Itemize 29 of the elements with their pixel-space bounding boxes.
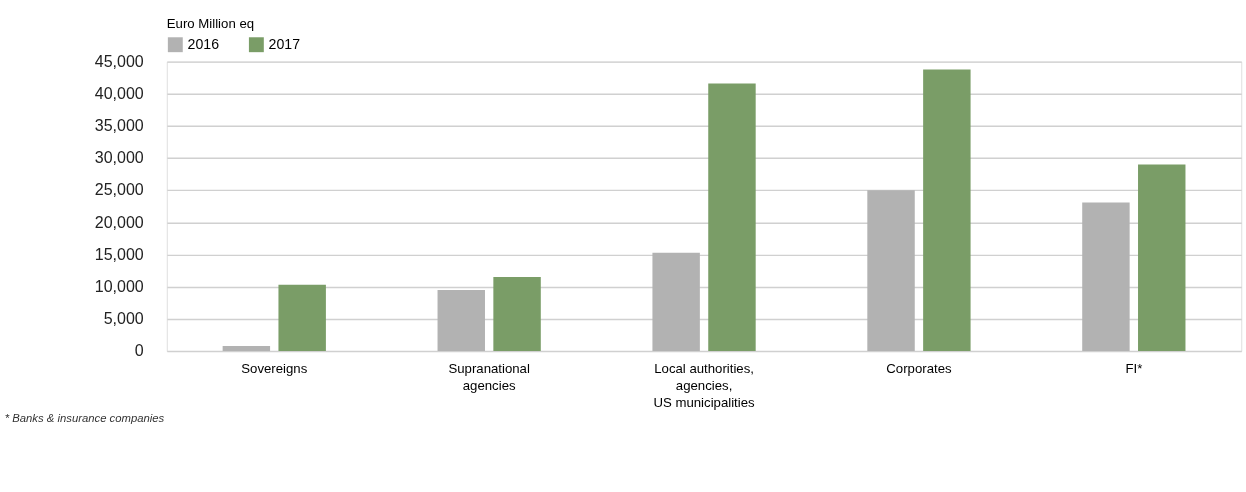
bar [222, 345, 271, 352]
y-tick-label: 25,000 [94, 180, 144, 199]
bar [652, 252, 700, 352]
y-tick-label: 5,000 [103, 309, 144, 328]
y-tick-label: 30,000 [94, 148, 144, 167]
x-tick-label: Supranational agencies [448, 361, 530, 394]
bar [437, 289, 485, 352]
y-tick-label: 35,000 [94, 116, 144, 135]
x-tick-label: FI* [1125, 361, 1143, 377]
x-tick-label: Corporates [886, 361, 952, 377]
y-tick-label: 15,000 [94, 244, 144, 263]
y-tick-label: 20,000 [94, 212, 144, 231]
bar [923, 69, 971, 352]
y-tick-label: 0 [134, 341, 144, 360]
y-tick-label: 45,000 [94, 51, 144, 70]
legend-title: Euro Million eq [166, 15, 255, 31]
y-tick-label: 40,000 [94, 84, 144, 103]
bar [1082, 202, 1130, 352]
x-tick-label: Local authorities, agencies, US municipalities [653, 361, 756, 411]
text: * Banks & insurance companies [4, 411, 165, 424]
bar [493, 277, 541, 352]
bar [278, 284, 326, 352]
bar [1138, 164, 1186, 352]
y-tick-label: 10,000 [94, 276, 144, 295]
legend-label: 2017 [268, 36, 301, 53]
bar [708, 83, 756, 352]
x-tick-label: Sovereigns [241, 361, 308, 377]
legend-label: 2016 [187, 36, 220, 53]
bar [867, 190, 915, 352]
